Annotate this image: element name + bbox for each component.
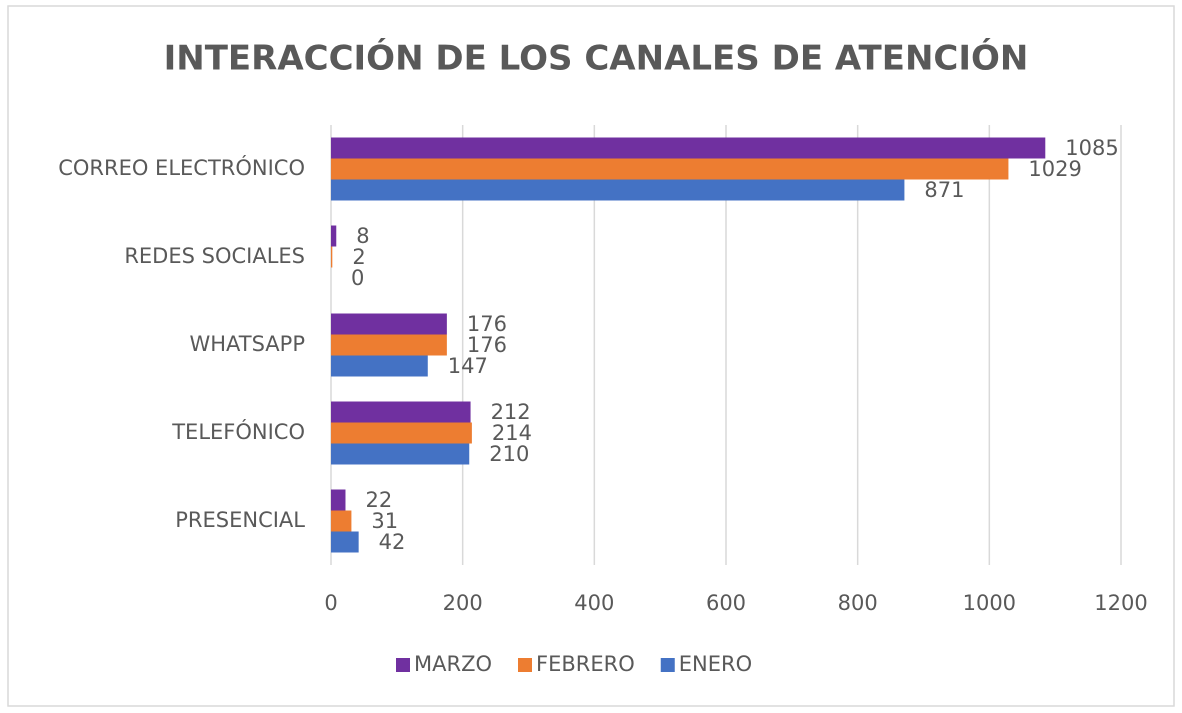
x-tick-label: 200: [443, 591, 483, 615]
chart-title: INTERACCIÓN DE LOS CANALES DE ATENCIÓN: [164, 38, 1029, 79]
y-tick-label: PRESENCIAL: [175, 508, 305, 532]
data-label: 0: [351, 266, 364, 290]
bar: [331, 137, 1046, 159]
data-label: 214: [492, 421, 532, 445]
data-label: 22: [365, 488, 392, 512]
bar: [331, 531, 359, 553]
bar: [331, 401, 471, 423]
y-tick-label: CORREO ELECTRÓNICO: [58, 155, 305, 180]
x-tick-label: 400: [574, 591, 614, 615]
x-tick-label: 800: [838, 591, 878, 615]
data-label: 176: [467, 333, 507, 357]
bar: [331, 158, 1009, 180]
legend-swatch: [518, 658, 532, 672]
x-tick-label: 1200: [1094, 591, 1147, 615]
data-label: 1029: [1028, 157, 1081, 181]
y-tick-label: REDES SOCIALES: [124, 244, 305, 268]
chart-frame: [7, 5, 1175, 707]
bar: [331, 355, 428, 377]
bar: [331, 179, 905, 201]
x-tick-label: 600: [706, 591, 746, 615]
data-label: 210: [489, 442, 529, 466]
data-label: 147: [448, 354, 488, 378]
legend-label: FEBRERO: [536, 652, 635, 676]
legend-label: MARZO: [414, 652, 492, 676]
y-tick-label: TELEFÓNICO: [171, 419, 305, 444]
data-label: 2: [352, 245, 365, 269]
data-label: 871: [924, 178, 964, 202]
data-label: 42: [379, 530, 406, 554]
data-label: 8: [356, 224, 369, 248]
bar: [331, 443, 470, 465]
data-label: 212: [491, 400, 531, 424]
legend-label: ENERO: [679, 652, 752, 676]
y-tick-label: WHATSAPP: [189, 332, 305, 356]
bar: [331, 422, 472, 444]
bar: [331, 489, 346, 511]
bar: [331, 510, 352, 532]
legend-swatch: [396, 658, 410, 672]
bar: [331, 246, 333, 268]
legend-swatch: [660, 658, 675, 672]
x-tick-label: 1000: [963, 591, 1016, 615]
data-label: 176: [467, 312, 507, 336]
bar: [331, 313, 447, 335]
bar: [331, 225, 337, 247]
data-label: 1085: [1065, 136, 1118, 160]
data-label: 31: [371, 509, 398, 533]
bar: [331, 334, 447, 356]
x-tick-label: 0: [324, 591, 337, 615]
